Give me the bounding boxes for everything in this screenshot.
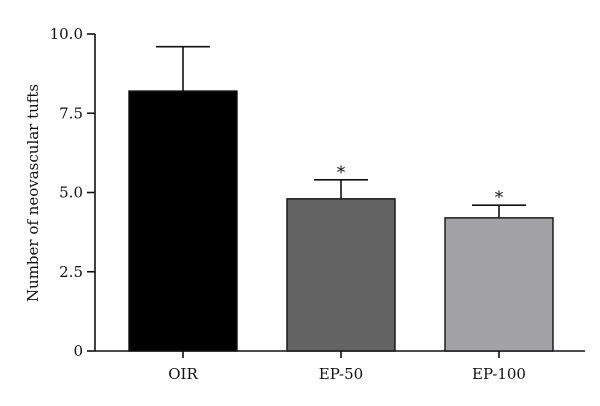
y-tick-label: 10.0 [50,25,83,43]
bar [444,217,554,352]
x-tick-label: OIR [168,365,198,383]
y-axis-label: Number of neovascular tufts [24,84,42,302]
x-tick-label: EP-50 [319,365,363,383]
significance-marker: * [495,188,504,208]
x-tick-label: EP-100 [472,365,526,383]
y-tick-label: 2.5 [59,263,83,281]
bar [286,198,396,352]
y-tick-label: 7.5 [59,104,83,122]
significance-marker: * [337,163,346,183]
bar [128,90,238,352]
y-tick-label: 5.0 [59,184,83,202]
y-tick-label: 0 [73,342,83,360]
plot-area: 0 2.5 5.0 7.5 10.0 OIR EP-50 * EP-100 * [50,25,585,383]
